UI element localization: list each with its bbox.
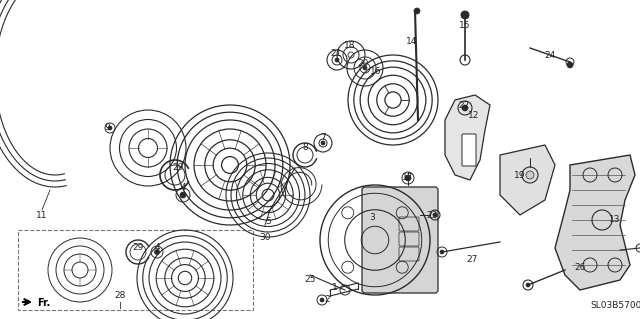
Text: 4: 4 xyxy=(154,243,160,253)
FancyBboxPatch shape xyxy=(462,134,476,166)
Circle shape xyxy=(108,126,112,130)
Circle shape xyxy=(567,62,573,68)
Text: 25: 25 xyxy=(304,276,316,285)
Text: 2: 2 xyxy=(324,295,330,305)
Text: 27: 27 xyxy=(467,256,477,264)
Circle shape xyxy=(154,249,159,255)
Polygon shape xyxy=(500,145,555,215)
Circle shape xyxy=(526,283,530,287)
Text: 14: 14 xyxy=(406,38,418,47)
Text: 29: 29 xyxy=(132,243,144,253)
Circle shape xyxy=(526,171,534,179)
Text: 4: 4 xyxy=(180,183,186,192)
Text: 7: 7 xyxy=(320,133,326,143)
Text: 26: 26 xyxy=(574,263,586,272)
Text: 11: 11 xyxy=(36,211,48,219)
Circle shape xyxy=(462,105,468,111)
Text: 9: 9 xyxy=(104,123,110,132)
Circle shape xyxy=(321,141,325,145)
Text: 5: 5 xyxy=(265,218,271,226)
Text: 1: 1 xyxy=(332,284,338,293)
Circle shape xyxy=(320,298,324,302)
Text: SL03B5700D: SL03B5700D xyxy=(590,300,640,309)
Text: 12: 12 xyxy=(468,110,480,120)
Circle shape xyxy=(440,250,444,254)
FancyBboxPatch shape xyxy=(362,187,438,293)
Circle shape xyxy=(363,66,367,70)
Circle shape xyxy=(335,58,339,62)
Polygon shape xyxy=(445,95,490,180)
Circle shape xyxy=(414,8,420,14)
Text: 18: 18 xyxy=(344,41,356,49)
Text: 19: 19 xyxy=(515,170,525,180)
Circle shape xyxy=(461,11,469,19)
Polygon shape xyxy=(555,155,635,290)
Text: 3: 3 xyxy=(369,213,375,222)
Text: Fr.: Fr. xyxy=(37,298,51,308)
Text: 29: 29 xyxy=(172,164,184,173)
Text: 23: 23 xyxy=(426,211,438,219)
Circle shape xyxy=(405,175,411,181)
Text: 28: 28 xyxy=(115,291,125,300)
Text: 24: 24 xyxy=(545,50,556,60)
Text: 17: 17 xyxy=(403,174,413,182)
Text: 30: 30 xyxy=(259,234,271,242)
Text: 21: 21 xyxy=(330,48,342,57)
Circle shape xyxy=(433,213,437,217)
Text: 22: 22 xyxy=(458,100,470,109)
Text: 20: 20 xyxy=(357,58,369,68)
Text: 8: 8 xyxy=(302,144,308,152)
Text: 13: 13 xyxy=(609,216,621,225)
Text: 16: 16 xyxy=(371,68,381,77)
Circle shape xyxy=(180,192,186,198)
Text: 15: 15 xyxy=(460,20,471,29)
